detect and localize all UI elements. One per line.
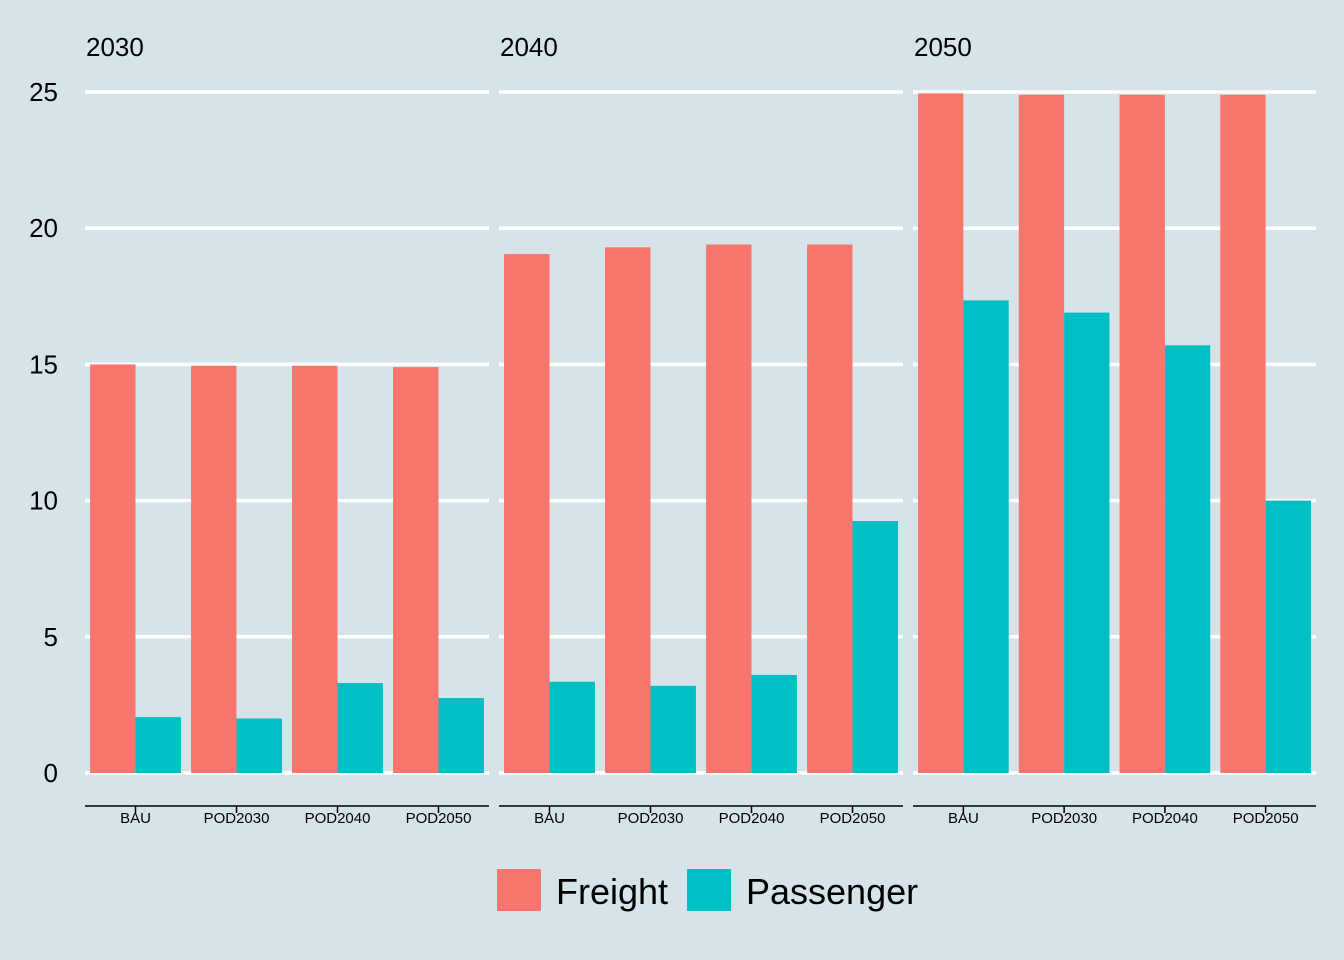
x-tick-label: POD2040 [719, 810, 785, 827]
legend-swatch-passenger [687, 869, 731, 911]
panel-2050: 2050 BAU POD2030 POD2040 POD2050 [913, 32, 1316, 827]
panel-title: 2040 [500, 32, 558, 62]
y-tick-label: 10 [29, 486, 58, 516]
bar-freight [1220, 94, 1266, 773]
bar-passenger [438, 698, 484, 773]
bar-freight [292, 365, 338, 773]
bar-freight [504, 254, 550, 773]
x-tick-label: POD2040 [305, 810, 371, 827]
y-tick-label: 0 [44, 758, 58, 788]
bar-passenger [549, 681, 595, 773]
x-tick-label: POD2030 [1031, 810, 1097, 827]
bar-passenger [963, 300, 1009, 773]
y-tick-label: 25 [29, 77, 58, 107]
legend: Freight Passenger [497, 869, 918, 912]
bar-freight [918, 93, 964, 773]
bar-freight [605, 247, 651, 773]
legend-swatch-freight [497, 869, 541, 911]
y-axis: 0 5 10 15 20 25 [29, 77, 58, 788]
bar-passenger [135, 717, 181, 773]
bar-passenger [751, 674, 797, 773]
bar-passenger [337, 683, 383, 773]
x-tick-label: BAU [120, 810, 151, 827]
x-tick-label: POD2040 [1132, 810, 1198, 827]
x-tick-label: BAU [948, 810, 979, 827]
bar-freight [706, 244, 752, 773]
bar-freight [1119, 94, 1165, 773]
x-tick-label: POD2050 [820, 810, 886, 827]
bar-passenger [852, 521, 898, 773]
x-tick-label: POD2030 [618, 810, 684, 827]
panel-2030: 2030 BAU POD2030 POD2040 POD2050 [85, 32, 489, 827]
chart-panels: 2030 BAU POD2030 POD2040 POD2050 2040 BAU POD20… [85, 32, 1316, 827]
bar-passenger [1265, 500, 1311, 773]
bar-passenger [1064, 312, 1110, 773]
y-tick-label: 15 [29, 349, 58, 379]
x-tick-label: POD2050 [1233, 810, 1299, 827]
x-tick-label: POD2030 [204, 810, 270, 827]
y-tick-label: 5 [44, 622, 58, 652]
bar-freight [1018, 94, 1065, 773]
panel-title: 2030 [86, 32, 144, 62]
bar-passenger [236, 718, 282, 773]
legend-label-freight: Freight [556, 871, 668, 912]
bar-freight [807, 244, 853, 773]
x-tick-label: POD2050 [406, 810, 472, 827]
bar-freight [393, 367, 439, 773]
panel-title: 2050 [914, 32, 972, 62]
bar-freight [191, 365, 237, 773]
x-tick-label: BAU [534, 810, 565, 827]
legend-label-passenger: Passenger [746, 871, 918, 912]
bar-freight [90, 364, 136, 773]
panel-2040: 2040 BAU POD2030 POD2040 POD2050 [499, 32, 903, 827]
bar-passenger [1164, 345, 1211, 773]
bar-passenger [650, 685, 696, 773]
y-tick-label: 20 [29, 213, 58, 243]
